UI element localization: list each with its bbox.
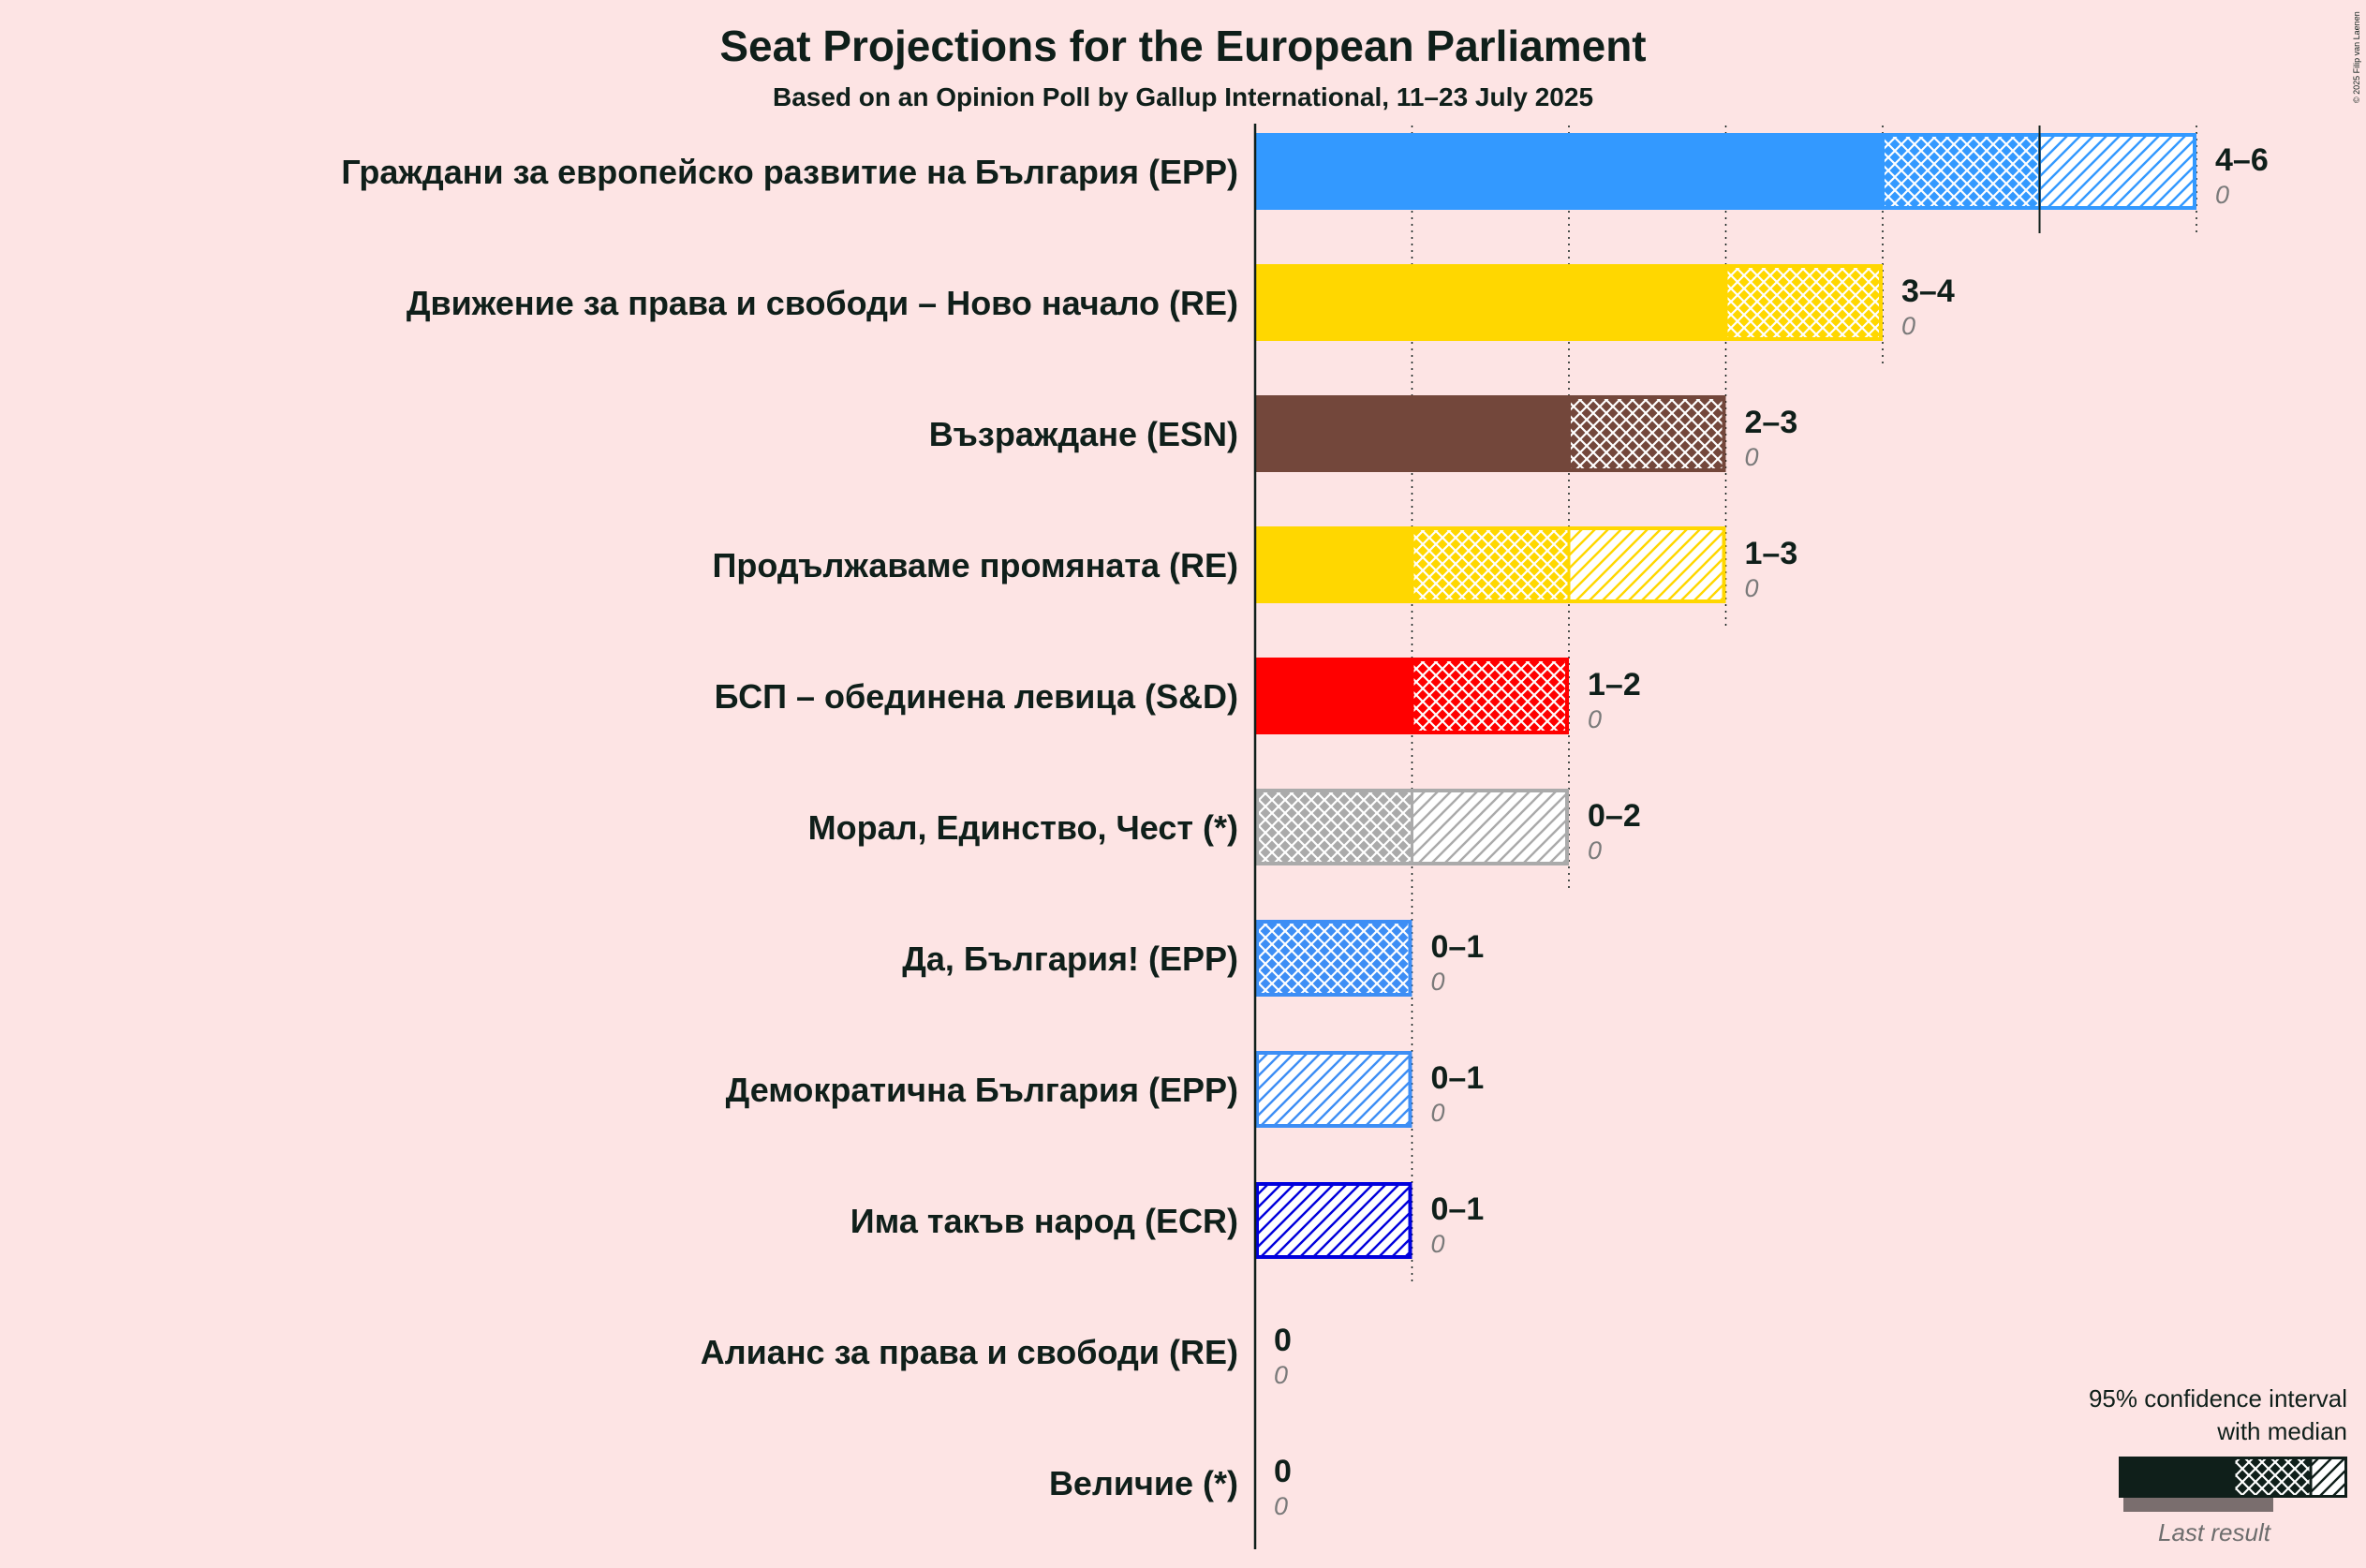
range-label: 0–1 — [1431, 1191, 1485, 1227]
last-result-label: 0 — [1431, 1099, 1445, 1127]
party-row: Демократична България (EPP) 0–1 0 — [726, 1051, 1485, 1128]
party-row: Величие (*) 0 0 — [1049, 1454, 1292, 1520]
legend-diagonal-hatch — [2311, 1457, 2347, 1498]
range-label: 0–2 — [1588, 798, 1641, 834]
last-result-label: 0 — [1745, 574, 1759, 602]
range-label: 1–3 — [1745, 536, 1798, 571]
last-result-label: 0 — [1588, 836, 1602, 865]
party-label: Възраждане (ESN) — [929, 415, 1238, 453]
party-label: Алианс за права и свободи (RE) — [701, 1333, 1238, 1371]
last-result-label: 0 — [1431, 968, 1445, 996]
legend-swatch — [2119, 1457, 2347, 1512]
legend-cross-hatch — [2234, 1457, 2311, 1498]
last-result-label: 0 — [1901, 312, 1915, 340]
bar-cross-hatch — [1412, 658, 1569, 734]
party-label: Морал, Единство, Чест (*) — [808, 808, 1238, 847]
range-label: 0–1 — [1431, 1060, 1485, 1096]
bar-cross-hatch — [1569, 395, 1726, 472]
bar-diagonal-hatch — [1412, 789, 1569, 865]
copyright-note: © 2025 Filip van Laenen — [2352, 11, 2361, 103]
range-label: 0 — [1274, 1454, 1292, 1489]
last-result-label: 0 — [1745, 443, 1759, 471]
chart-subtitle: Based on an Opinion Poll by Gallup Inter… — [773, 82, 1593, 111]
legend: 95% confidence interval with median Last… — [2089, 1384, 2347, 1546]
party-label: Продължаваме промяната (RE) — [713, 546, 1238, 584]
range-label: 0 — [1274, 1323, 1292, 1358]
party-rows: Граждани за европейско развитие на Бълга… — [341, 126, 2269, 1520]
party-row: Морал, Единство, Чест (*) 0–20 — [808, 789, 1641, 865]
bar-solid — [1255, 395, 1569, 472]
party-row: Да, България! (EPP) 0–1 0 — [902, 920, 1484, 997]
party-label: Има такъв народ (ECR) — [850, 1202, 1238, 1240]
bar-cross-hatch — [1412, 526, 1569, 603]
party-row: Граждани за европейско развитие на Бълга… — [341, 126, 2269, 233]
range-label: 3–4 — [1901, 274, 1955, 309]
bar-diagonal-hatch — [1255, 1182, 1412, 1259]
party-row: Има такъв народ (ECR) 0–1 0 — [850, 1182, 1484, 1259]
bar-solid — [1255, 133, 1883, 210]
bar-outline — [1255, 1051, 1412, 1128]
bar-cross-hatch — [1255, 920, 1412, 997]
bar-cross-hatch — [1255, 789, 1412, 865]
range-label: 0–1 — [1431, 929, 1485, 965]
party-row: Продължаваме промяната (RE) 1–3 0 — [713, 526, 1798, 603]
bar-solid — [1255, 264, 1726, 341]
bar-outline — [1255, 1182, 1412, 1259]
legend-title-line2: with median — [2216, 1417, 2347, 1445]
bar-outline — [1723, 264, 1883, 341]
party-label: Да, България! (EPP) — [902, 939, 1238, 978]
bar-solid — [1255, 526, 1412, 603]
party-row: Възраждане (ESN) 2–3 0 — [929, 395, 1798, 472]
last-result-label: 0 — [1274, 1361, 1288, 1389]
last-result-label: 0 — [2215, 181, 2229, 209]
party-row: БСП – обединена левица (S&D) 1–20 — [715, 658, 1641, 734]
party-row: Движение за права и свободи – Ново начал… — [407, 264, 1955, 341]
bar-cross-hatch — [1883, 133, 2040, 210]
last-result-label: 0 — [1431, 1230, 1445, 1258]
bar-solid — [1255, 658, 1412, 734]
party-label: Движение за права и свободи – Ново начал… — [407, 284, 1238, 322]
bar-cross-hatch — [1725, 264, 1883, 341]
range-label: 4–6 — [2215, 142, 2269, 178]
bar-outline — [1255, 920, 1412, 997]
legend-last-result-label: Last result — [2158, 1518, 2272, 1546]
legend-title-line1: 95% confidence interval — [2089, 1384, 2347, 1413]
legend-solid — [2119, 1457, 2234, 1498]
range-label: 1–2 — [1588, 667, 1641, 703]
party-label: Величие (*) — [1049, 1464, 1238, 1502]
legend-last-result-bar — [2123, 1495, 2273, 1512]
party-label: БСП – обединена левица (S&D) — [715, 677, 1238, 716]
bar-diagonal-hatch — [1569, 526, 1726, 603]
party-label: Демократична България (EPP) — [726, 1071, 1238, 1109]
last-result-label: 0 — [1274, 1492, 1288, 1520]
bar-outline — [1567, 395, 1726, 472]
chart-title: Seat Projections for the European Parlia… — [719, 22, 1646, 70]
bar-diagonal-hatch — [2039, 133, 2196, 210]
party-row: Алианс за права и свободи (RE) 0 0 — [701, 1323, 1292, 1389]
bar-diagonal-hatch — [1255, 1051, 1412, 1128]
range-label: 2–3 — [1745, 405, 1798, 440]
last-result-label: 0 — [1588, 705, 1602, 733]
legend-outline — [2232, 1457, 2347, 1498]
bar-outline — [1410, 658, 1569, 734]
party-label: Граждани за европейско развитие на Бълга… — [341, 153, 1238, 191]
